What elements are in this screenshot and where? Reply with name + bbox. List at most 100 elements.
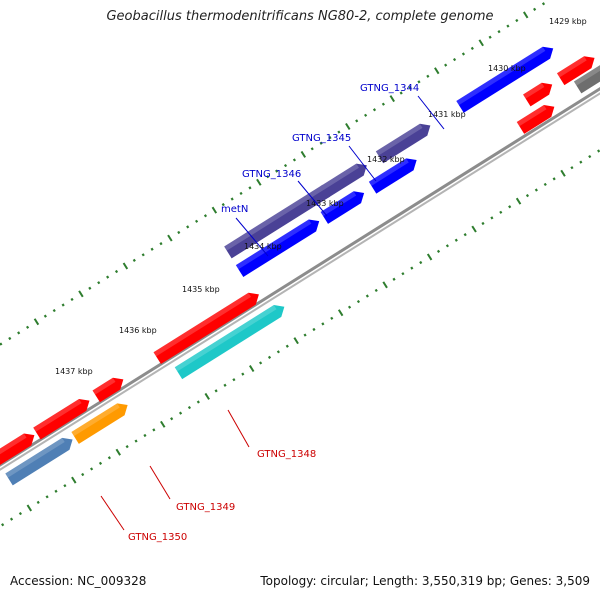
gene-red-right-1[interactable] — [523, 82, 553, 107]
gene-label[interactable]: GTNG_1345 — [292, 133, 351, 144]
tick-mark — [382, 281, 388, 289]
tick-mark — [256, 178, 262, 186]
gene-leader-line — [149, 465, 171, 500]
tick-mark — [481, 221, 485, 226]
gene-label[interactable]: GTNG_1344 — [360, 83, 419, 94]
tick-mark — [355, 119, 359, 123]
gene-gtng-1349-red[interactable] — [92, 377, 124, 403]
gene-red-1[interactable] — [0, 433, 35, 465]
tick-mark — [347, 305, 352, 309]
tick-mark — [374, 288, 378, 293]
tick-mark — [392, 277, 396, 281]
gene-gtng-1348-red[interactable] — [153, 292, 259, 365]
gene-label[interactable]: GTNG_1350 — [128, 532, 187, 543]
gene-gtng-1344[interactable] — [456, 46, 554, 113]
tick-mark — [239, 191, 243, 196]
tick-label: 1433 kbp — [306, 199, 344, 208]
tick-mark — [152, 428, 156, 432]
tick-mark — [88, 286, 92, 290]
tick-mark — [356, 299, 361, 304]
tick-mark — [61, 303, 65, 307]
tick-mark — [241, 372, 245, 376]
tick-mark — [18, 511, 22, 516]
tick-mark — [506, 24, 510, 28]
tick-mark — [534, 188, 538, 192]
tick-mark — [150, 247, 154, 251]
tick-mark — [141, 253, 145, 257]
tick-mark — [1, 523, 5, 527]
map-title: Geobacillus thermodenitrificans NG80-2, … — [106, 9, 494, 24]
tick-mark — [523, 11, 529, 19]
gene-gtng-1346-b[interactable] — [320, 191, 365, 224]
tick-mark — [107, 456, 111, 460]
tick-mark — [478, 39, 484, 47]
genes-group — [0, 46, 600, 486]
tick-mark — [122, 262, 129, 270]
tick-mark — [300, 150, 307, 158]
tick-mark — [26, 504, 33, 512]
tick-mark — [43, 314, 47, 318]
tick-mark — [488, 35, 492, 39]
gene-gtng-1350[interactable] — [71, 403, 128, 444]
gene-label[interactable]: GTNG_1346 — [242, 169, 301, 180]
tick-mark — [330, 316, 334, 320]
tick-mark — [159, 242, 163, 246]
tick-mark — [452, 57, 457, 62]
tick-mark — [211, 206, 218, 214]
accession-text: Accession: NC_009328 — [10, 574, 147, 588]
gene-gtng-1346-a[interactable] — [320, 163, 367, 198]
tick-mark — [436, 249, 441, 253]
tick-mark — [214, 389, 218, 393]
tick-mark — [401, 272, 405, 276]
gene-gtng-1345-b[interactable] — [368, 158, 417, 194]
topology-text: Topology: circular; Length: 3,550,319 bp… — [260, 574, 590, 588]
tick-mark — [560, 169, 566, 177]
tick-mark — [78, 290, 84, 298]
tick-mark — [17, 331, 21, 335]
tick-mark — [461, 52, 466, 56]
gene-leader-line — [417, 95, 445, 130]
gene-red-2[interactable] — [33, 398, 90, 440]
tick-mark — [454, 238, 458, 242]
tick-mark — [285, 344, 289, 348]
tick-mark — [266, 175, 270, 179]
tick-mark — [533, 7, 537, 11]
tick-mark — [81, 472, 85, 477]
tick-label: 1429 kbp — [549, 17, 587, 26]
tick-mark — [248, 186, 252, 190]
gene-leader-line — [235, 217, 269, 257]
gene-gtng-1350-steel[interactable] — [5, 437, 73, 486]
tick-mark — [319, 141, 323, 145]
tick-mark — [8, 336, 12, 341]
tick-mark — [71, 476, 77, 484]
gene-label[interactable]: metN — [221, 204, 248, 215]
gene-gtng-1348[interactable] — [174, 305, 285, 380]
tick-mark — [570, 166, 574, 170]
tick-mark — [249, 365, 255, 373]
tick-mark — [588, 154, 592, 159]
gene-gtng-1345[interactable] — [375, 123, 431, 164]
gene-gray-right[interactable] — [573, 59, 600, 94]
tick-mark — [167, 234, 173, 242]
tick-mark — [417, 80, 421, 84]
tick-mark — [410, 266, 414, 270]
tick-mark — [541, 2, 546, 6]
tick-mark — [292, 158, 296, 162]
gene-red-right-3[interactable] — [516, 105, 555, 134]
tick-mark — [426, 74, 430, 78]
tick-mark — [106, 275, 110, 279]
tick-mark — [310, 147, 314, 151]
gene-gtng-1346[interactable] — [235, 219, 320, 278]
gene-label[interactable]: GTNG_1349 — [176, 502, 235, 513]
tick-mark — [515, 197, 522, 205]
tick-mark — [337, 130, 341, 134]
tick-mark — [345, 122, 351, 130]
tick-mark — [25, 325, 30, 329]
gene-red-right-2[interactable] — [556, 56, 595, 86]
tick-mark — [372, 108, 377, 112]
gene-label[interactable]: GTNG_1348 — [257, 449, 316, 460]
tick-mark — [275, 169, 279, 173]
tick-label: 1437 kbp — [55, 367, 93, 376]
tick-mark — [408, 85, 412, 90]
backbone-group — [0, 86, 600, 471]
